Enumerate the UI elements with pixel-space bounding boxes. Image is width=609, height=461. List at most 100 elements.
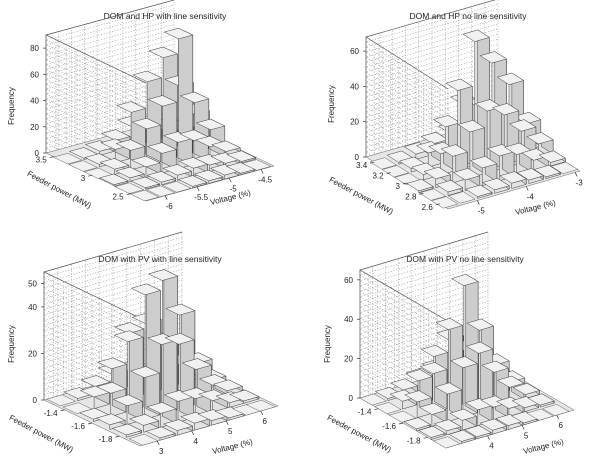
bar-top-face	[433, 419, 462, 432]
bar	[533, 164, 562, 180]
x-tick	[525, 186, 529, 191]
x-tick	[521, 425, 525, 430]
z-tick-label: 0	[355, 153, 360, 162]
bar-top-face	[112, 394, 144, 407]
bar-top-face	[162, 164, 193, 176]
bar-top-face	[95, 413, 126, 426]
bar-top-face	[212, 379, 244, 392]
gridline	[365, 18, 499, 110]
x-tick-label: 3	[159, 447, 164, 456]
bar-top-face	[423, 166, 452, 180]
bar	[111, 423, 143, 438]
x-tick-label: 6	[263, 417, 268, 426]
z-tick-label: 60	[350, 47, 359, 56]
bar-top-face	[146, 171, 177, 183]
bar-base	[359, 393, 387, 406]
bar-top-face	[452, 168, 481, 181]
y-tick	[49, 156, 54, 159]
x-tick	[477, 200, 480, 205]
y-tick	[374, 408, 379, 411]
y-tick	[398, 422, 404, 425]
z-ticks: 0 20 40 60	[350, 47, 366, 162]
x-tick	[556, 414, 560, 420]
bar-top-face	[148, 46, 179, 58]
bar-top-face	[84, 140, 115, 152]
chart-plot-2: 0 20 40 60 -5 -4 -3 2.6 2.8 3 3.2 3.4	[350, 0, 583, 216]
bar-top-face	[96, 382, 127, 394]
bar-top-face	[194, 154, 225, 166]
bar-top-face	[420, 131, 449, 145]
bar-top-face	[449, 408, 478, 421]
bar	[527, 393, 555, 408]
x-tick	[487, 435, 490, 440]
gridline	[45, 19, 175, 103]
bars	[359, 273, 570, 449]
y-tick-label: -1.8	[99, 435, 113, 444]
gridline	[45, 29, 175, 113]
gridline	[365, 48, 499, 140]
gridline	[45, 9, 175, 94]
bar-top-face	[162, 419, 194, 431]
bar	[465, 184, 493, 199]
bar	[464, 425, 492, 440]
y-tick-label: 3.4	[356, 161, 368, 170]
y-tick-label: 2.5	[112, 193, 124, 202]
bar-top-face	[495, 396, 524, 409]
bar	[95, 413, 126, 430]
bar-top-face	[229, 389, 260, 402]
z-tick-label: 40	[30, 97, 39, 106]
bar-top-face	[462, 29, 490, 42]
bar-top-face	[181, 358, 213, 370]
bar	[449, 408, 478, 431]
x-tick-label: 4	[489, 442, 494, 451]
bar-top-face	[80, 375, 111, 387]
gridline	[365, 88, 499, 180]
y-axis-label: Feeder power (MW)	[8, 413, 75, 454]
bar-top-face	[435, 318, 464, 330]
bar	[512, 382, 541, 399]
bar-base	[431, 196, 459, 209]
bar	[469, 155, 498, 186]
bar-base	[369, 157, 397, 170]
y-ticks: 2.5 3 3.5	[36, 156, 131, 202]
bar	[46, 394, 77, 407]
x-ticks: -6 -5.5 -5 -4.5	[164, 169, 273, 211]
bar-base	[550, 161, 579, 174]
z-ticks: 0 20 40 50	[28, 280, 44, 405]
z-tick-label: 20	[350, 118, 359, 127]
bar-base	[374, 402, 402, 415]
z-tick-label: 0	[33, 396, 38, 405]
bar	[431, 196, 459, 209]
bar-top-face	[63, 387, 94, 399]
bar	[433, 436, 461, 449]
gridline	[365, 33, 499, 125]
bar	[369, 157, 397, 170]
bar-base	[114, 182, 145, 194]
bar-base	[68, 160, 98, 172]
y-tick-label: -1.4	[44, 409, 58, 418]
gridline	[359, 253, 489, 342]
gridline	[359, 279, 489, 369]
y-tick-label: 3	[81, 174, 86, 183]
bar-top-face	[130, 176, 161, 189]
bar	[162, 131, 193, 170]
bar-top-face	[418, 425, 446, 438]
gridline	[45, 14, 175, 99]
bar-top-face	[147, 269, 179, 281]
y-tick-label: 3	[396, 182, 401, 191]
bar-top-face	[465, 341, 494, 354]
gridline	[359, 295, 489, 385]
bar-base	[128, 433, 159, 446]
bar-top-face	[481, 360, 510, 373]
z-tick-label: 60	[30, 70, 39, 79]
gridline	[359, 269, 489, 358]
bar	[448, 429, 477, 444]
gridline	[365, 58, 499, 150]
gridline	[359, 237, 489, 326]
y-tick	[386, 172, 391, 174]
bar-top-face	[130, 283, 162, 296]
bar-top-face	[164, 333, 195, 345]
y-tick	[115, 435, 120, 438]
x-tick	[156, 440, 160, 446]
bar-top-face	[495, 414, 523, 426]
